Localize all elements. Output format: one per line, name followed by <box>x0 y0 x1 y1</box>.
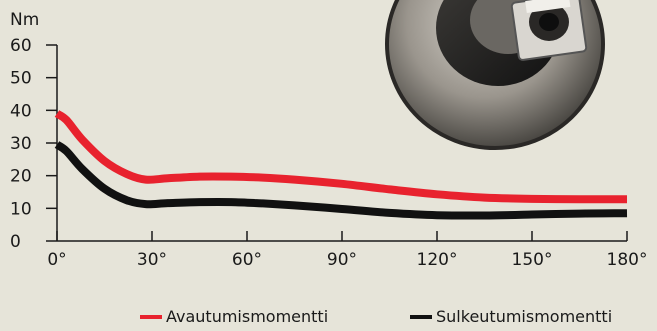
legend-label: Avautumismomentti <box>166 307 328 326</box>
legend-label: Sulkeutumismomentti <box>436 307 612 326</box>
y-tick-label: 10 <box>10 199 32 219</box>
legend: Avautumismomentti Sulkeutumismomentti <box>140 307 612 326</box>
x-tick-label: 180° <box>607 250 648 270</box>
y-axis-unit: Nm <box>10 10 39 30</box>
y-tick-label: 60 <box>10 36 32 56</box>
product-photo <box>385 0 605 150</box>
series-line-sulkeutumismomentti <box>54 141 628 220</box>
x-tick-label: 90° <box>327 250 357 270</box>
series-line-avautumismomentti <box>54 110 627 204</box>
y-tick-label: 0 <box>10 232 21 252</box>
y-tick-label: 50 <box>10 69 32 89</box>
y-tick-label: 40 <box>10 101 32 121</box>
series-layer <box>54 110 628 220</box>
x-tick-label: 0° <box>47 250 66 270</box>
y-tick-label: 30 <box>10 134 32 154</box>
axes: Nm 0 10 20 30 40 50 60 0° 30° 60° 90° 120° 150° 180° <box>10 10 647 270</box>
x-tick-label: 60° <box>232 250 262 270</box>
x-tick-label: 150° <box>512 250 553 270</box>
x-tick-label: 30° <box>137 250 167 270</box>
y-tick-label: 20 <box>10 167 32 187</box>
x-tick-label: 120° <box>417 250 458 270</box>
